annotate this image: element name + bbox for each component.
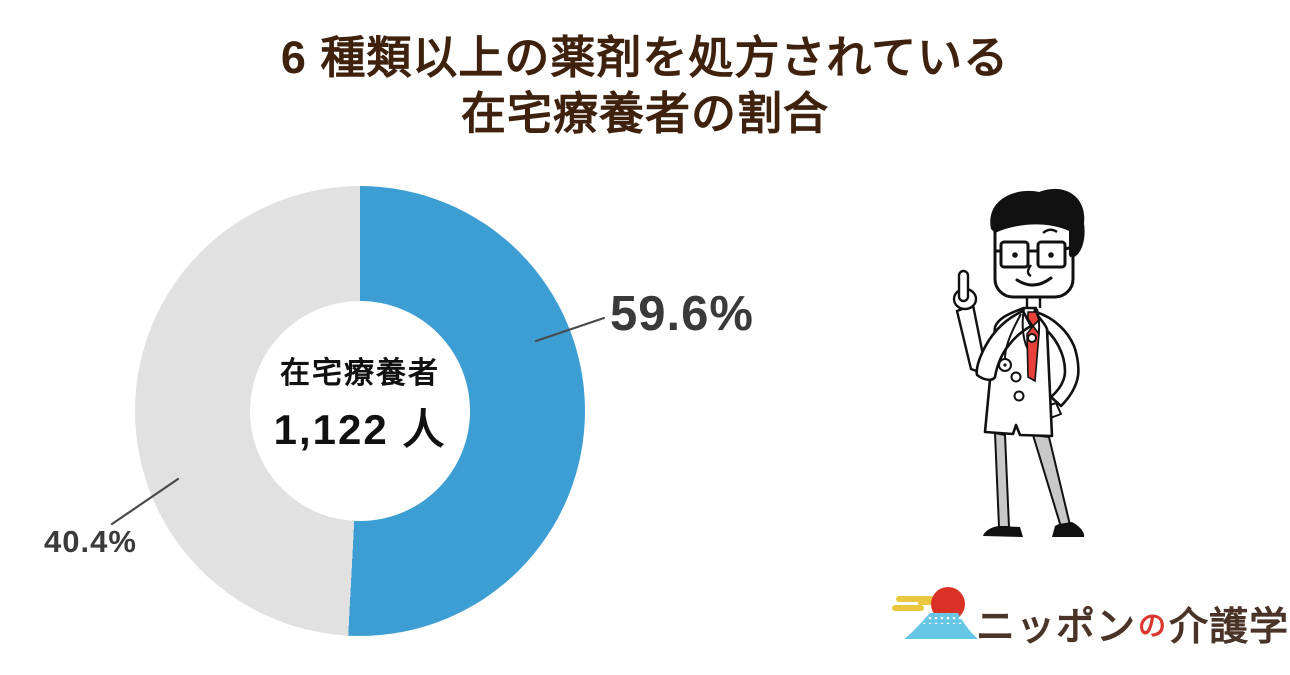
label-blue-percent: 59.6% bbox=[610, 287, 754, 341]
site-logo: ニッポン の 介護学 bbox=[892, 586, 1288, 656]
doctor-illustration bbox=[952, 188, 1085, 537]
logo-text-part1: ニッポン bbox=[976, 606, 1137, 649]
donut-center-value: 1,122 人 bbox=[273, 406, 447, 453]
donut-center-label: 在宅療養者 bbox=[280, 357, 440, 390]
tie bbox=[1027, 311, 1040, 328]
doctor-hair bbox=[990, 188, 1085, 258]
shoe-left bbox=[983, 526, 1023, 537]
donut-ring: 在宅療養者 1,122 人 bbox=[135, 186, 585, 636]
logo-text: ニッポン の 介護学 bbox=[976, 596, 1289, 652]
stethoscope bbox=[1004, 313, 1022, 359]
shoe-right bbox=[1052, 522, 1085, 537]
page-title-line2: 在宅療養者の割合 bbox=[460, 87, 829, 139]
page-title: 6 種類以上の薬剤を処方されている 在宅療養者の割合 bbox=[0, 30, 1290, 142]
smile bbox=[1015, 276, 1053, 287]
donut-center-text: 在宅療養者 1,122 人 bbox=[135, 348, 585, 457]
logo-text-no: の bbox=[1138, 610, 1168, 641]
donut-hole bbox=[250, 301, 470, 521]
label-gray-percent: 40.4% bbox=[44, 524, 137, 559]
fuji-logo-icon bbox=[892, 587, 978, 639]
pointing-finger bbox=[957, 269, 970, 303]
glasses bbox=[999, 240, 1030, 269]
page-title-line1: 6 種類以上の薬剤を処方されている bbox=[280, 32, 1010, 83]
nose bbox=[1026, 264, 1032, 278]
logo-text-part2: 介護学 bbox=[1169, 606, 1290, 649]
eyebrow bbox=[1042, 228, 1058, 234]
sun-icon bbox=[931, 587, 965, 621]
cloud-icon bbox=[896, 596, 934, 602]
